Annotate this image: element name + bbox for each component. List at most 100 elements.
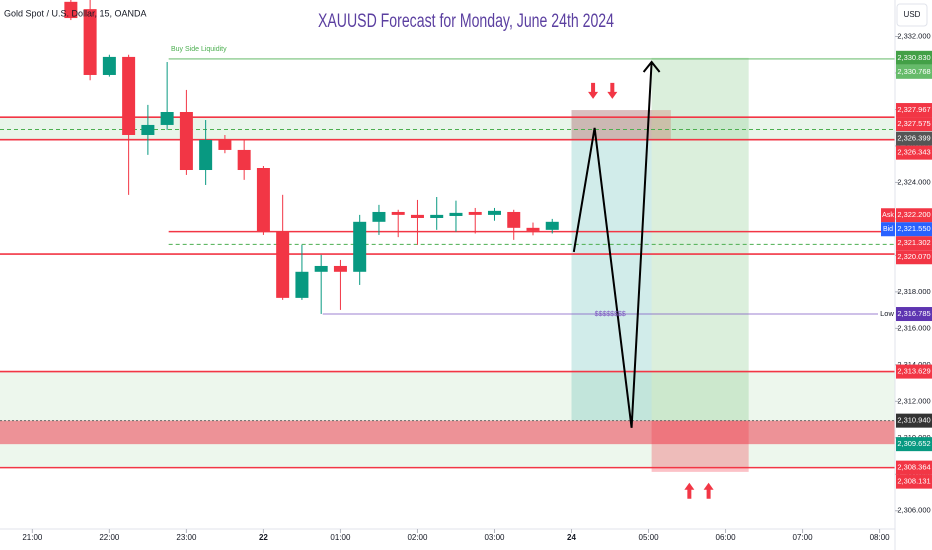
price-badge-label: 2,330.830 [897,53,930,62]
price-badge [896,131,932,146]
candle-body [545,221,559,230]
price-badge [896,103,932,118]
currency[interactable]: USD [904,10,921,19]
candle-body [160,112,174,125]
x-tick-label: 07:00 [793,533,814,542]
price-tag-label: Bid [883,226,893,233]
price-tag [881,222,895,237]
annotation: $$$$$$$$ [595,311,626,318]
price-badge-label: 2,320.070 [897,252,930,261]
candle-body [526,227,540,231]
signal-arrow [588,82,599,99]
zone [651,57,749,421]
signal-arrow [684,482,695,499]
candle-body [179,112,193,171]
price-badge [896,236,932,251]
price-tag [878,307,895,322]
price-badge-label: 2,313.629 [897,367,930,376]
candle-body [237,149,251,171]
signal-arrow [607,82,618,99]
price-badge [896,460,932,475]
candle-body [64,1,78,19]
y-tick-label: 2,316.000 [897,323,930,332]
price-badge-label: 2,308.131 [897,477,930,486]
candle-body [141,124,155,135]
candle-body [487,210,501,215]
price-tag-label: Low [880,309,894,318]
y-tick-label: 2,306.000 [897,506,930,515]
candle-body [353,221,367,272]
price-tag [881,208,895,223]
candle-body [410,214,424,218]
y-tick-label: 2,324.000 [897,177,930,186]
annotation: Buy Side Liquidity [171,46,227,53]
x-tick-label: 02:00 [407,533,428,542]
price-badge-label: 2,322.200 [897,210,930,219]
price-badge-label: 2,327.575 [897,119,930,128]
candle-body [468,211,482,215]
candle-body [372,211,386,222]
price-badge-label: 2,316.785 [897,309,930,318]
x-tick-label: 03:00 [484,533,505,542]
price-badge-label: 2,321.302 [897,238,930,247]
price-badge [896,222,932,237]
price-badge [896,250,932,265]
x-tick-label: 01:00 [330,533,351,542]
price-badge [896,208,932,223]
price-tag-label: Ask [882,212,894,219]
y-tick-label: 2,318.000 [897,287,930,296]
price-badge [896,117,932,132]
y-tick-label: 2,332.000 [897,31,930,40]
price-badge [896,307,932,322]
price-badge-label: 2,327.967 [897,105,930,114]
candle-body [391,211,405,215]
source: Gold Spot / U.S. Dollar, 15, OANDA [4,8,147,18]
price-badge-label: 2,326.399 [897,134,930,143]
x-tick-label: 21:00 [22,533,43,542]
y-tick-label: 2,314.000 [897,360,930,369]
candle-body [276,231,290,298]
price-badge-label: 2,321.550 [897,224,930,233]
x-tick-label: 22:00 [99,533,120,542]
x-tick-label: 24 [567,533,576,542]
candle-body [295,271,309,298]
candle-body [314,265,328,272]
price-badge [896,413,932,428]
x-tick-label: 06:00 [716,533,737,542]
axes: 2,306.0002,308.0002,310.0002,312.0002,31… [22,31,932,542]
candle-body [122,56,136,135]
zone [651,420,749,472]
forecast-path [572,61,653,428]
candle-body [333,265,347,272]
price-badge-label: 2,330.768 [897,67,930,76]
zone [571,110,671,140]
candle-body [449,212,463,216]
price-badge-label: 2,310.940 [897,416,930,425]
price-badge [896,364,932,379]
signal-arrow [703,482,714,499]
price-badge [896,474,932,489]
arrow-head [642,60,661,73]
candle-body [102,56,116,75]
zone [0,117,895,140]
x-tick-label: 23:00 [176,533,197,542]
x-tick-label: 08:00 [870,533,891,542]
chart-title: XAUUSD Forecast for Monday, June 24th 20… [318,11,614,32]
zone [0,420,895,445]
candle-body [256,168,270,232]
candle-body [83,9,97,75]
currency-box[interactable] [896,3,928,27]
plot-area: Buy Side Liquidity $$$$$$$$ [0,0,895,499]
price-badge [896,64,932,79]
x-tick-label: 05:00 [639,533,660,542]
candle-body [199,139,213,171]
candle-body [430,214,444,218]
price-badge [896,145,932,160]
candle-body [507,211,521,228]
price-badge-label: 2,308.364 [897,463,930,472]
zone [0,371,895,468]
price-badge [896,437,932,452]
x-tick-label: 22 [259,533,268,542]
